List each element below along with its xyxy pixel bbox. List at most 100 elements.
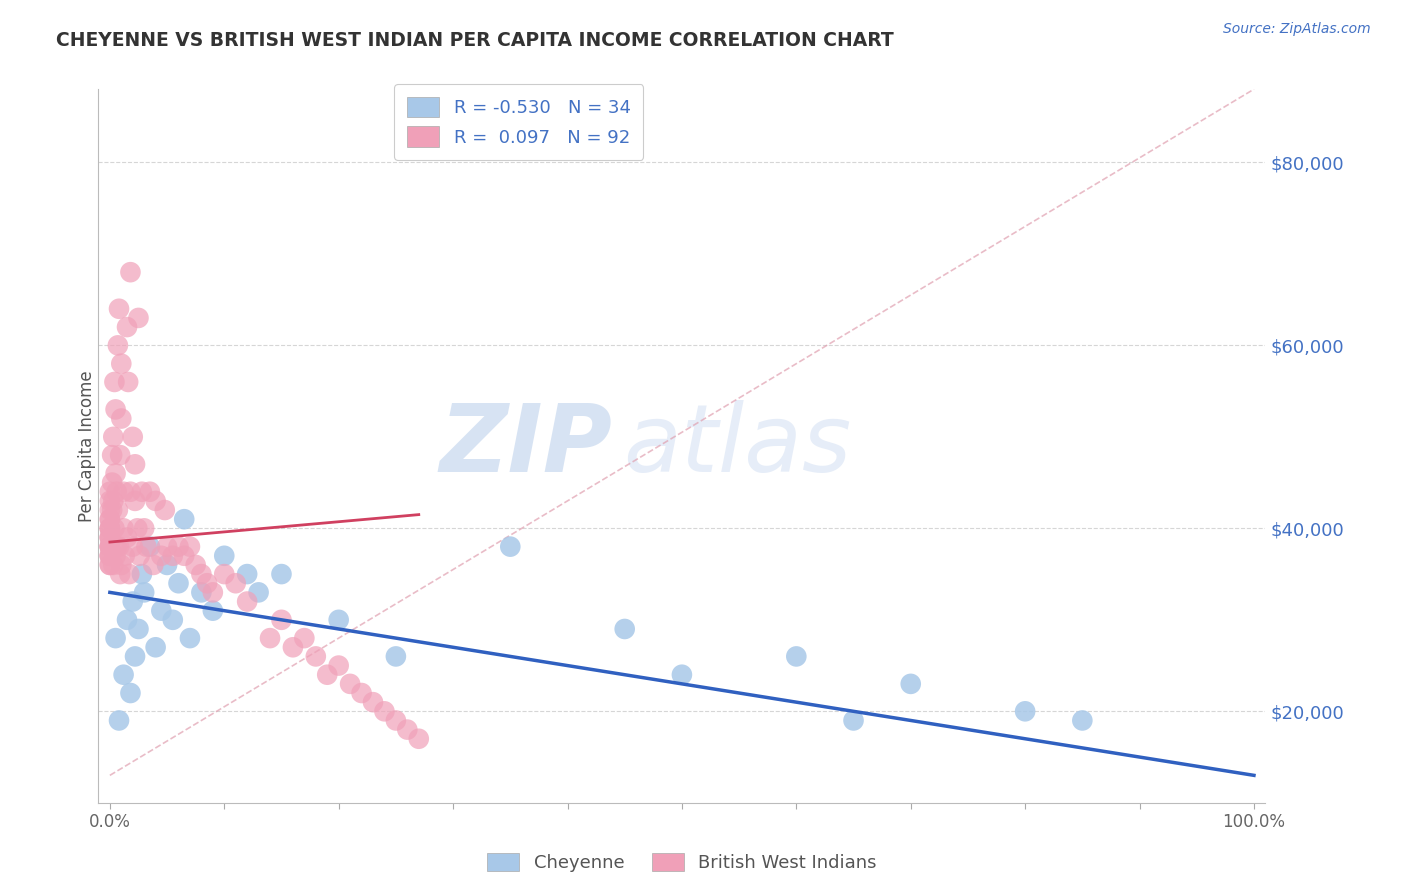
Point [103, 430, 125, 444]
Point [103, 494, 125, 508]
Point [105, 484, 128, 499]
Point [156, 558, 179, 572]
Point [117, 375, 139, 389]
Point [120, 686, 142, 700]
Point [131, 567, 153, 582]
Point [112, 484, 135, 499]
Point [108, 448, 131, 462]
Point [145, 640, 167, 655]
Point [173, 549, 195, 563]
Point [98, 549, 121, 563]
Point [150, 604, 173, 618]
Text: CHEYENNE VS BRITISH WEST INDIAN PER CAPITA INCOME CORRELATION CHART: CHEYENNE VS BRITISH WEST INDIAN PER CAPI… [56, 31, 894, 50]
Point [173, 512, 195, 526]
Point [127, 521, 149, 535]
Point [408, 731, 430, 746]
Point [328, 613, 350, 627]
Point [104, 631, 127, 645]
Point [121, 594, 143, 608]
Point [98, 540, 121, 554]
Point [105, 540, 128, 554]
Point [179, 631, 201, 645]
Point [98, 531, 121, 545]
Point [108, 301, 131, 316]
Point [108, 714, 131, 728]
Point [98, 540, 121, 554]
Point [150, 549, 173, 563]
Point [201, 604, 224, 618]
Point [385, 714, 408, 728]
Point [179, 540, 201, 554]
Point [127, 622, 149, 636]
Point [373, 704, 395, 718]
Point [120, 484, 142, 499]
Point [292, 631, 315, 645]
Point [225, 576, 247, 591]
Point [900, 677, 922, 691]
Point [98, 540, 121, 554]
Point [281, 640, 304, 655]
Point [842, 714, 865, 728]
Point [98, 503, 121, 517]
Point [247, 585, 270, 599]
Point [1071, 714, 1094, 728]
Point [270, 613, 292, 627]
Point [98, 521, 121, 535]
Point [110, 558, 132, 572]
Y-axis label: Per Capita Income: Per Capita Income [79, 370, 96, 522]
Point [328, 658, 350, 673]
Point [104, 402, 127, 417]
Point [103, 375, 125, 389]
Point [135, 540, 157, 554]
Point [103, 558, 125, 572]
Text: ZIP: ZIP [439, 400, 612, 492]
Point [139, 484, 162, 499]
Point [184, 558, 207, 572]
Point [114, 549, 136, 563]
Point [107, 503, 129, 517]
Point [201, 585, 224, 599]
Point [214, 549, 236, 563]
Point [134, 585, 156, 599]
Point [156, 540, 179, 554]
Point [98, 531, 121, 545]
Point [108, 567, 131, 582]
Point [139, 540, 162, 554]
Point [120, 265, 142, 279]
Point [110, 411, 132, 425]
Point [305, 649, 328, 664]
Point [98, 558, 121, 572]
Point [167, 576, 190, 591]
Point [98, 521, 121, 535]
Point [124, 649, 146, 664]
Point [162, 613, 184, 627]
Point [785, 649, 807, 664]
Point [1014, 704, 1036, 718]
Point [270, 567, 292, 582]
Point [127, 310, 149, 325]
Legend: Cheyenne, British West Indians: Cheyenne, British West Indians [479, 846, 884, 880]
Point [98, 531, 121, 545]
Point [214, 567, 236, 582]
Point [98, 549, 121, 563]
Point [104, 549, 127, 563]
Point [107, 338, 129, 352]
Point [128, 549, 150, 563]
Point [98, 484, 121, 499]
Point [339, 677, 361, 691]
Point [121, 430, 143, 444]
Point [236, 594, 259, 608]
Point [103, 521, 125, 535]
Point [98, 549, 121, 563]
Point [145, 494, 167, 508]
Point [98, 512, 121, 526]
Point [115, 320, 138, 334]
Text: atlas: atlas [624, 401, 852, 491]
Point [115, 613, 138, 627]
Point [259, 631, 281, 645]
Point [112, 521, 135, 535]
Point [142, 558, 165, 572]
Point [153, 503, 176, 517]
Point [613, 622, 636, 636]
Point [104, 467, 127, 481]
